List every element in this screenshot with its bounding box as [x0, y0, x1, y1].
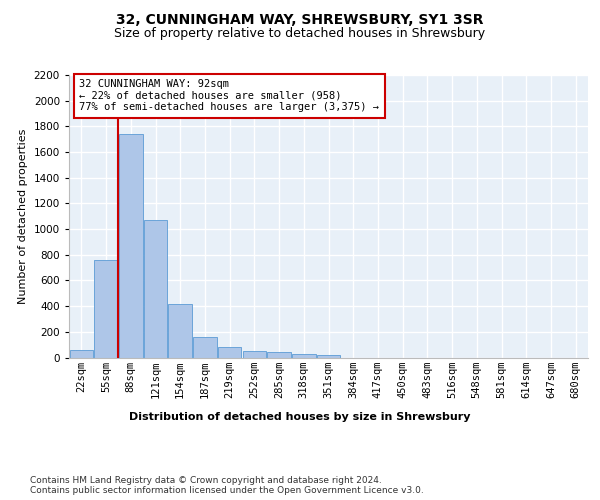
Bar: [94, 260, 118, 358]
Bar: [317, 355, 340, 358]
Bar: [242, 352, 266, 358]
Bar: [193, 337, 217, 357]
Bar: [292, 354, 316, 358]
Bar: [218, 346, 241, 358]
Bar: [70, 350, 93, 358]
Text: 32 CUNNINGHAM WAY: 92sqm
← 22% of detached houses are smaller (958)
77% of semi-: 32 CUNNINGHAM WAY: 92sqm ← 22% of detach…: [79, 79, 379, 112]
Y-axis label: Number of detached properties: Number of detached properties: [18, 128, 28, 304]
Bar: [169, 304, 192, 358]
Text: Contains HM Land Registry data © Crown copyright and database right 2024.
Contai: Contains HM Land Registry data © Crown c…: [30, 476, 424, 495]
Bar: [144, 220, 167, 358]
Bar: [268, 352, 291, 358]
Text: 32, CUNNINGHAM WAY, SHREWSBURY, SY1 3SR: 32, CUNNINGHAM WAY, SHREWSBURY, SY1 3SR: [116, 12, 484, 26]
Bar: [119, 134, 143, 358]
Text: Size of property relative to detached houses in Shrewsbury: Size of property relative to detached ho…: [115, 28, 485, 40]
Text: Distribution of detached houses by size in Shrewsbury: Distribution of detached houses by size …: [129, 412, 471, 422]
